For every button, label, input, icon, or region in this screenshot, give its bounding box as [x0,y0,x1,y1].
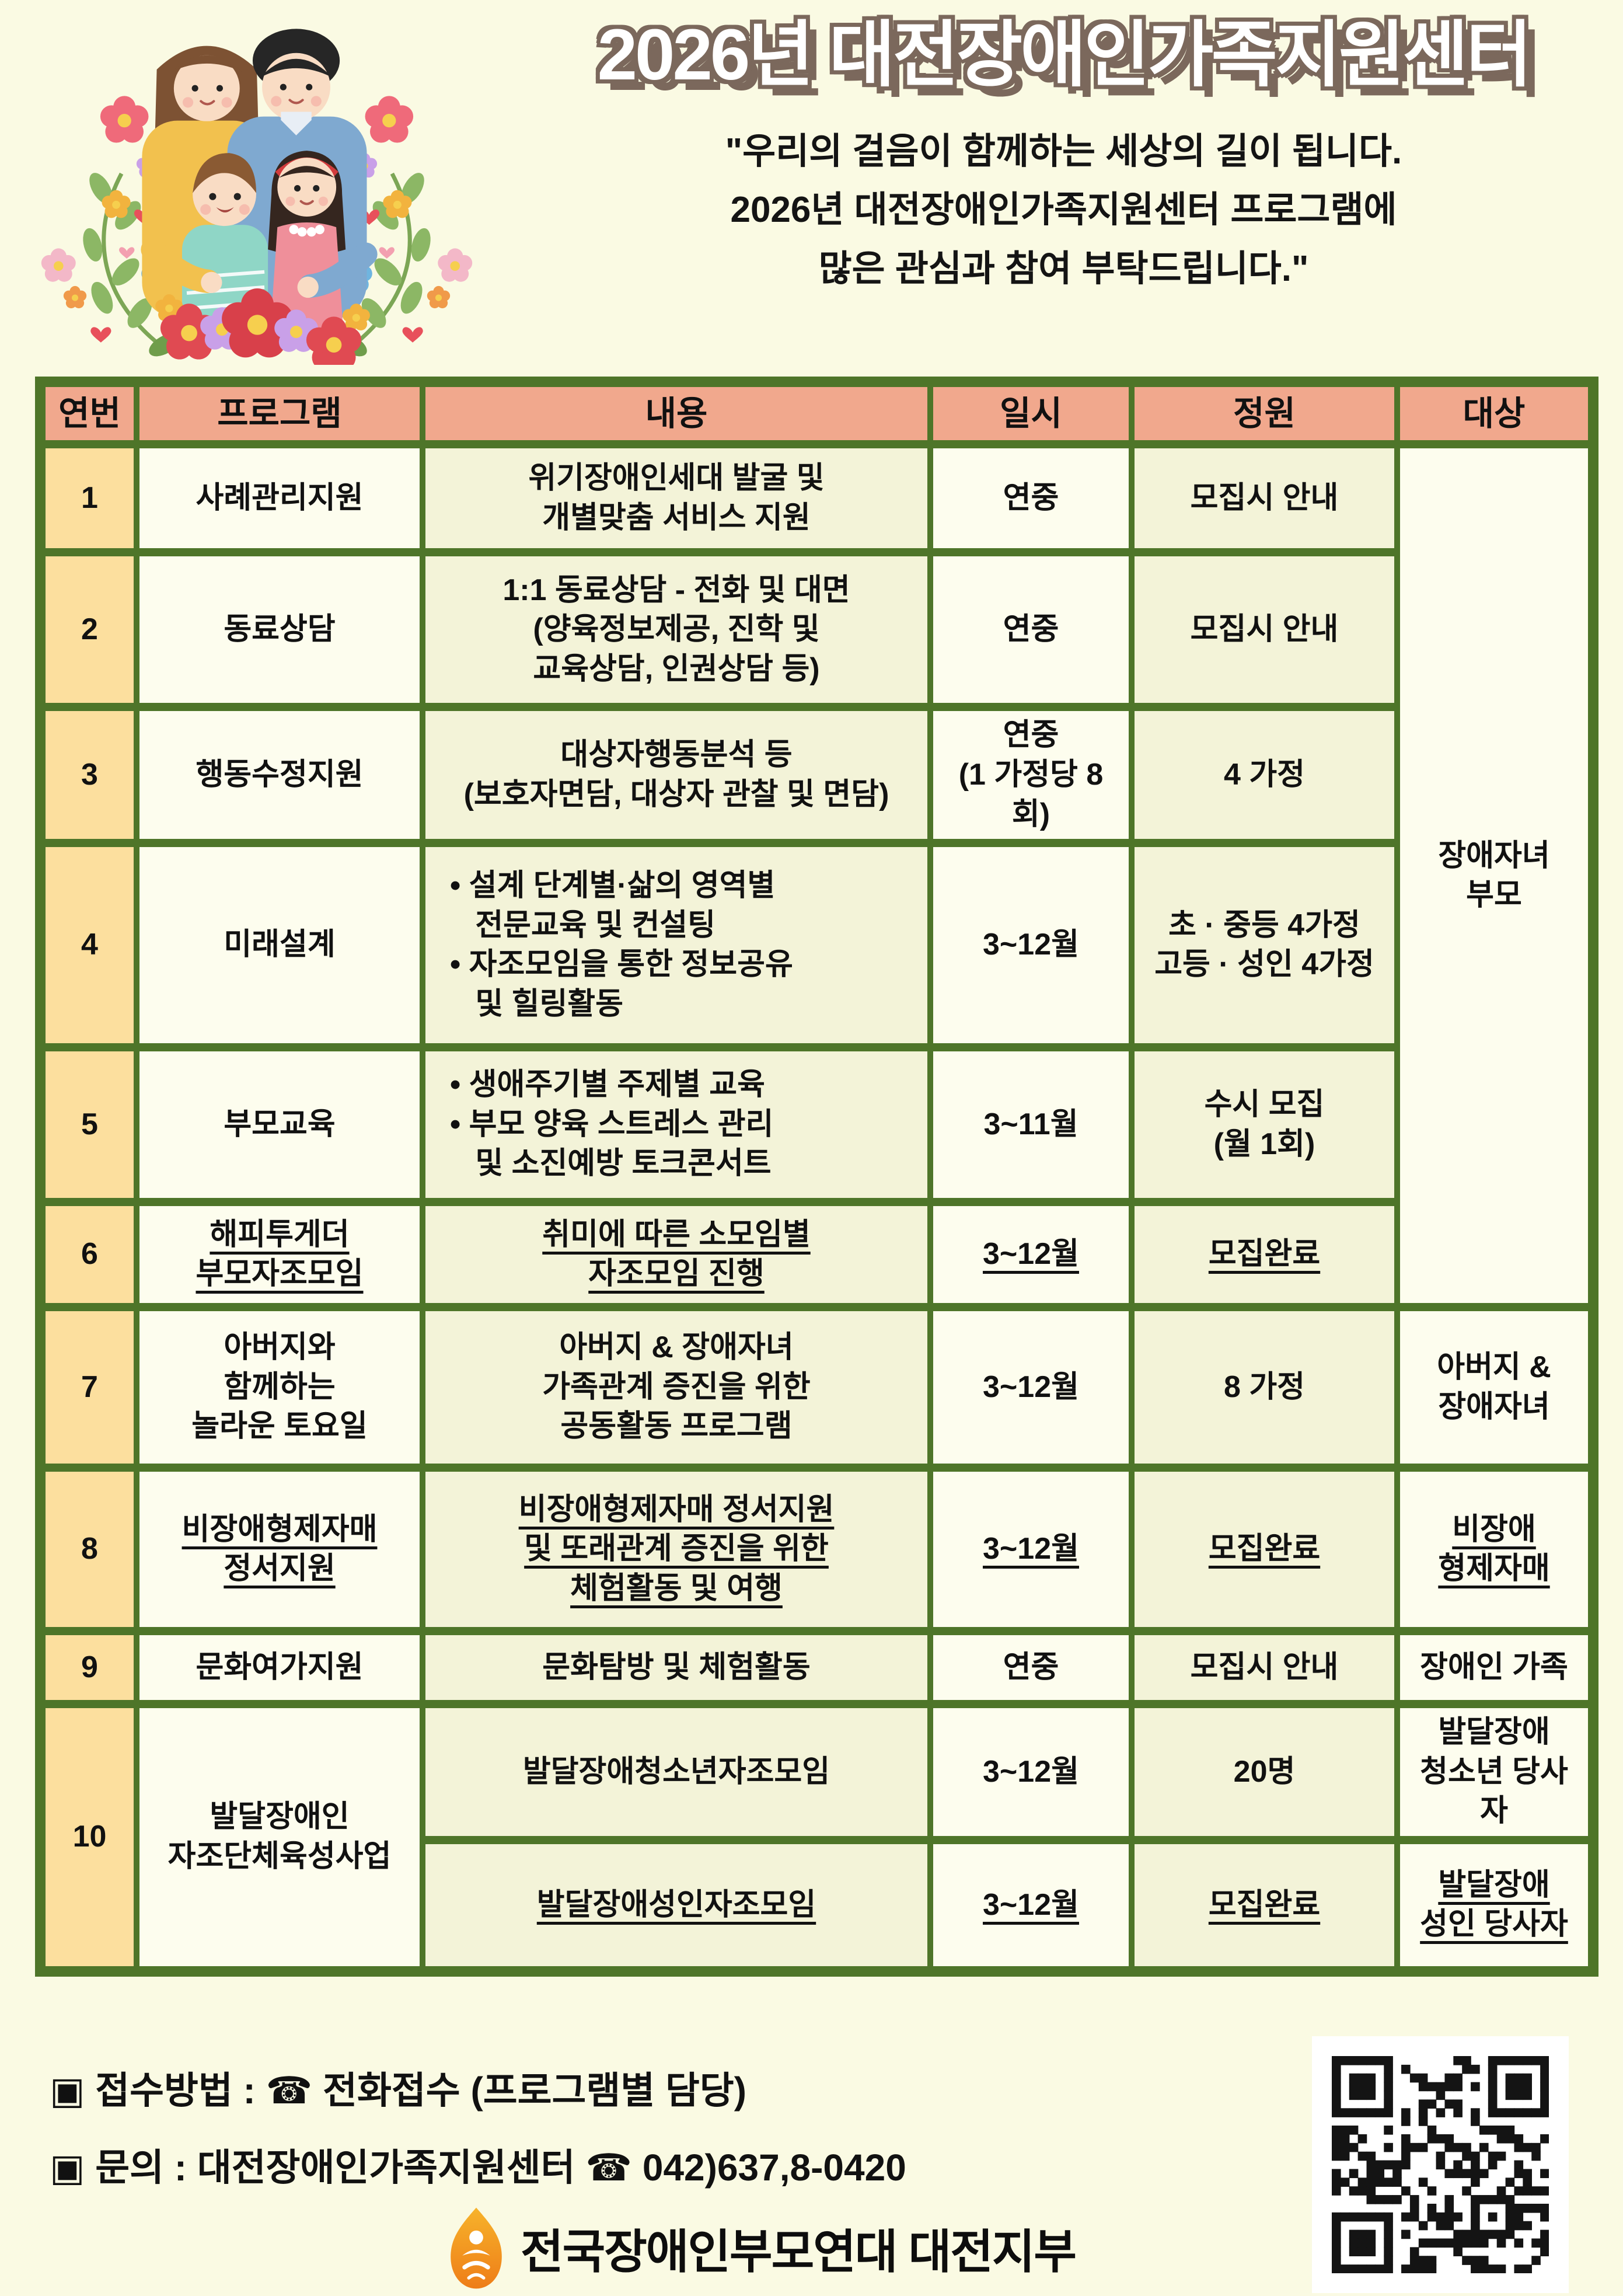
program-content: 위기장애인세대 발굴 및 개별맞춤 서비스 지원 [420,440,933,557]
table-row: 8 비장애형제자매 정서지원 비장애형제자매 정서지원 및 또래관계 증진을 위… [37,1464,1596,1636]
table-row: 5 부모교육 • 생애주기별 주제별 교육 • 부모 양육 스트레스 관리 및 … [37,1043,1593,1207]
program-quota: 모집완료 [1129,1198,1400,1312]
program-name: 행동수정지원 [134,703,425,848]
program-target: 아버지 & 장애자녀 [1394,1303,1596,1472]
organization-name: 전국장애인부모연대 대전지부 [521,2226,1077,2278]
program-when: 3~12월 [927,1700,1135,1844]
program-quota: 20명 [1129,1700,1400,1844]
program-quota: 모집완료 [1129,1464,1400,1636]
col-header-quota: 정원 [1129,377,1400,449]
page-title: 2026년 대전장애인가족지원센터 [597,15,1533,95]
inquiry-line: ▣ 문의 : 대전장애인가족지원센터 ☎ 042)637,8-0420 [50,2147,906,2189]
program-target: 발달장애 청소년 당사자 [1394,1700,1596,1844]
table-row: 10 발달장애인 자조단체육성사업 발달장애청소년자조모임 3~12월 20명 … [37,1700,1596,1976]
program-when: 3~12월 [927,1303,1135,1472]
program-when: 3~11월 [927,1043,1135,1207]
program-content: • 설계 단계별·삶의 영역별 전문교육 및 컨설팅 • 자조모임을 통한 정보… [420,839,933,1052]
row-no: 6 [37,1198,139,1312]
table-row: 1 사례관리지원 위기장애인세대 발굴 및 개별맞춤 서비스 지원 연중 모집시… [37,440,1596,1312]
table-header-row: 연번 프로그램 내용 일시 정원 대상 [37,377,1596,449]
program-name: 미래설계 [134,839,425,1052]
row-no: 4 [37,839,139,1052]
program-content: 취미에 따른 소모임별 자조모임 진행 [420,1198,933,1312]
program-table: 연번 프로그램 내용 일시 정원 대상 1 사례관리지원 위기장애인세대 발굴 … [35,377,1598,1977]
program-target: 발달장애 성인 당사자 [1394,1835,1596,1976]
program-name: 비장애형제자매 정서지원 [134,1464,425,1636]
table-row: 7 아버지와 함께하는 놀라운 토요일 아버지 & 장애자녀 가족관계 증진을 … [37,1303,1596,1472]
program-name: 문화여가지원 [134,1627,425,1709]
program-when: 3~12월 [927,1464,1135,1636]
program-name: 사례관리지원 [134,440,425,557]
col-header-when: 일시 [927,377,1135,449]
row-no: 7 [37,1303,139,1472]
program-quota: 수시 모집 (월 1회) [1129,1043,1400,1207]
table-row: 발달장애성인자조모임 3~12월 모집완료 발달장애 성인 당사자 [40,1835,1596,1976]
program-quota: 4 가정 [1129,703,1400,848]
row-no: 5 [37,1043,139,1207]
program-when: 연중 [927,1627,1135,1709]
program-content: 발달장애청소년자조모임 [420,1700,933,1844]
program-content: 대상자행동분석 등 (보호자면담, 대상자 관찰 및 면담) [420,703,933,848]
row-no: 10 [37,1700,139,1976]
row-no: 8 [37,1464,139,1636]
program-quota: 8 가정 [1129,1303,1400,1472]
organization-row: 전국장애인부모연대 대전지부 [444,2206,1077,2291]
page-quote: "우리의 걸음이 함께하는 세상의 길이 됩니다. 2026년 대전장애인가족지… [725,131,1402,289]
program-quota: 모집시 안내 [1129,548,1400,712]
program-quota: 모집시 안내 [1129,1627,1400,1709]
program-when: 3~12월 [927,1198,1135,1312]
qr-code [1312,2036,1569,2293]
col-header-target: 대상 [1394,377,1596,449]
table-row: 6 해피투게더 부모자조모임 취미에 따른 소모임별 자조모임 진행 3~12월… [37,1198,1593,1312]
program-target: 장애인 가족 [1394,1627,1596,1709]
program-content: 문화탐방 및 체험활동 [420,1627,933,1709]
table-row: 3 행동수정지원 대상자행동분석 등 (보호자면담, 대상자 관찰 및 면담) … [37,703,1593,848]
reception-method-line: ▣ 접수방법 : ☎ 전화접수 (프로그램별 담당) [50,2069,747,2112]
program-quota: 모집시 안내 [1129,440,1400,557]
program-name: 부모교육 [134,1043,425,1207]
flame-logo-icon [451,2207,502,2289]
program-when: 연중 [927,440,1135,557]
program-content: • 생애주기별 주제별 교육 • 부모 양육 스트레스 관리 및 소진예방 토크… [420,1043,933,1207]
program-quota: 초 · 중등 4가정 고등 · 성인 4가정 [1129,839,1400,1052]
program-when: 연중 [927,548,1135,712]
col-header-content: 내용 [420,377,933,449]
program-when: 3~12월 [927,1835,1135,1976]
program-content: 아버지 & 장애자녀 가족관계 증진을 위한 공동활동 프로그램 [420,1303,933,1472]
program-content: 1:1 동료상담 - 전화 및 대면 (양육정보제공, 진학 및 교육상담, 인… [420,548,933,712]
col-header-no: 연번 [37,377,139,449]
program-name: 아버지와 함께하는 놀라운 토요일 [134,1303,425,1472]
hero-text: 2026년 대전장애인가족지원센터 "우리의 걸음이 함께하는 세상의 길이 됩… [514,11,1614,298]
row-no: 9 [37,1627,139,1709]
col-header-program: 프로그램 [134,377,425,449]
program-name: 동료상담 [134,548,425,712]
target-merged-rows-1-6: 장애자녀 부모 [1394,440,1596,1312]
family-illustration [41,29,473,365]
program-target: 비장애 형제자매 [1394,1464,1596,1636]
program-quota: 모집완료 [1129,1835,1400,1976]
row-no: 2 [37,548,139,712]
program-name: 발달장애인 자조단체육성사업 [134,1700,425,1976]
program-when: 3~12월 [927,839,1135,1052]
program-content: 비장애형제자매 정서지원 및 또래관계 증진을 위한 체험활동 및 여행 [420,1464,933,1636]
table-row: 2 동료상담 1:1 동료상담 - 전화 및 대면 (양육정보제공, 진학 및 … [37,548,1593,712]
table-row: 4 미래설계 • 설계 단계별·삶의 영역별 전문교육 및 컨설팅 • 자조모임… [37,839,1593,1052]
program-when: 연중 (1 가정당 8회) [927,703,1135,848]
row-no: 1 [37,440,139,557]
program-name: 해피투게더 부모자조모임 [134,1198,425,1312]
row-no: 3 [37,703,139,848]
table-row: 9 문화여가지원 문화탐방 및 체험활동 연중 모집시 안내 장애인 가족 [37,1627,1596,1709]
program-content: 발달장애성인자조모임 [420,1835,933,1976]
